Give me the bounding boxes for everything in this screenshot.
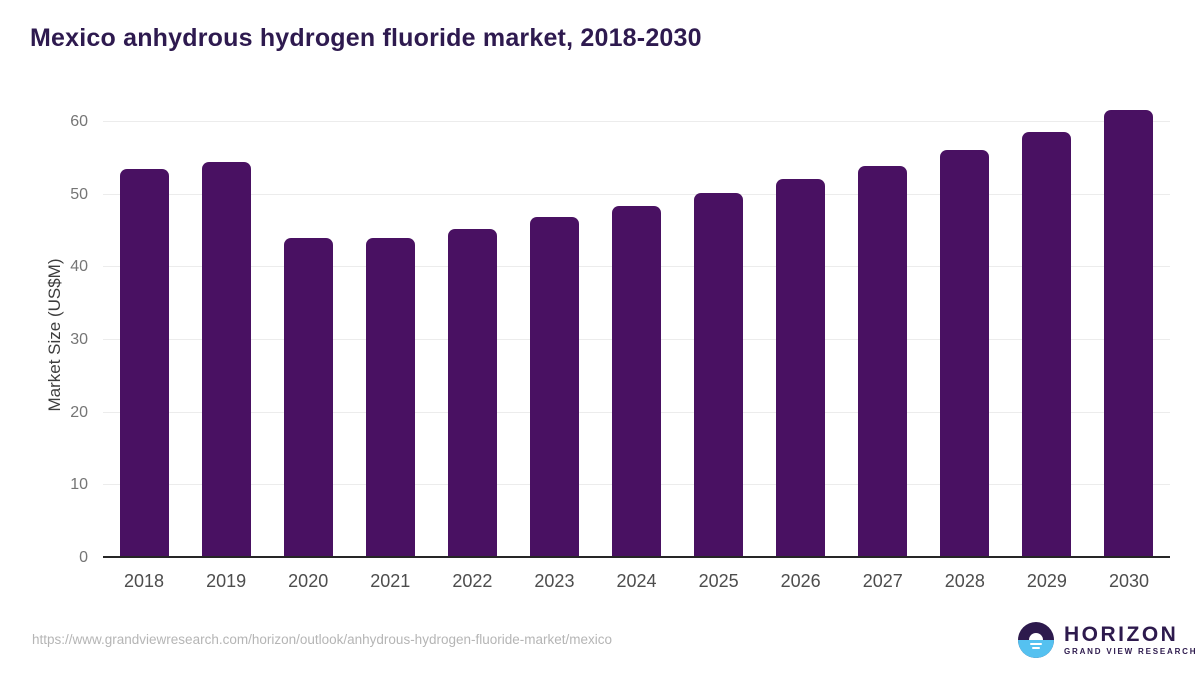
logo-subtitle: GRAND VIEW RESEARCH <box>1064 647 1198 656</box>
reflection-line-icon <box>1032 647 1040 649</box>
source-url: https://www.grandviewresearch.com/horizo… <box>32 632 613 647</box>
bar-slot-2020 <box>267 103 349 558</box>
bar-2020 <box>283 238 333 558</box>
x-tick-label-2020: 2020 <box>288 571 329 591</box>
x-axis-tick-labels: 2018 2019 2020 2021 2022 2023 2024 2025 2026 2027… <box>103 571 1170 592</box>
gridline-60 <box>103 121 1170 122</box>
bar-2030 <box>1104 110 1154 558</box>
x-axis-line <box>103 556 1170 558</box>
bar-slot-2022 <box>431 103 513 558</box>
y-tick-label-40: 40 <box>70 258 88 276</box>
x-tick-label-2027: 2027 <box>862 571 903 591</box>
sea-icon <box>1018 640 1054 658</box>
bar-slot-2029 <box>1006 103 1088 558</box>
chart-title: Mexico anhydrous hydrogen fluoride marke… <box>30 24 702 52</box>
bar-2025 <box>694 192 744 558</box>
bar-2026 <box>776 178 826 558</box>
horizon-logo-icon <box>1018 622 1054 658</box>
bar-slot-2023 <box>513 103 595 558</box>
bar-2029 <box>1022 132 1072 558</box>
x-tick-label-2029: 2029 <box>1026 571 1067 591</box>
x-tick-label-2022: 2022 <box>452 571 493 591</box>
bar-slot-2027 <box>842 103 924 558</box>
bar-slot-2025 <box>678 103 760 558</box>
x-tick-label-2019: 2019 <box>206 571 247 591</box>
y-tick-label-20: 20 <box>70 403 88 421</box>
horizon-logo: HORIZON GRAND VIEW RESEARCH <box>1018 622 1197 658</box>
y-tick-label-30: 30 <box>70 330 88 348</box>
x-tick-label-2018: 2018 <box>124 571 165 591</box>
y-tick-label-10: 10 <box>70 476 88 494</box>
bar-2018 <box>119 169 169 558</box>
bar-2024 <box>612 205 661 558</box>
bar-slot-2021 <box>349 103 431 558</box>
bar-series <box>103 103 1170 558</box>
bar-slot-2026 <box>760 103 842 558</box>
bar-slot-2030 <box>1088 103 1170 558</box>
x-tick-label-2023: 2023 <box>534 571 575 591</box>
reflection-line-icon <box>1030 643 1042 645</box>
x-tick-label-2026: 2026 <box>780 571 821 591</box>
bar-2022 <box>447 228 497 558</box>
x-tick-label-2030: 2030 <box>1108 571 1149 591</box>
y-tick-label-60: 60 <box>70 112 88 130</box>
bar-2021 <box>365 238 415 558</box>
x-tick-label-2028: 2028 <box>944 571 985 591</box>
plot-area <box>103 103 1170 558</box>
bar-slot-2024 <box>595 103 677 558</box>
logo-title: HORIZON <box>1064 623 1179 646</box>
bar-2027 <box>858 166 908 558</box>
x-tick-label-2025: 2025 <box>698 571 739 591</box>
x-tick-label-2021: 2021 <box>370 571 411 591</box>
bar-slot-2028 <box>924 103 1006 558</box>
bar-slot-2019 <box>185 103 267 558</box>
y-tick-label-50: 50 <box>70 185 88 203</box>
bar-2028 <box>940 150 990 558</box>
gridline-50 <box>103 193 1170 195</box>
horizon-logo-text: HORIZON GRAND VIEW RESEARCH <box>1064 624 1197 656</box>
y-tick-label-0: 0 <box>79 549 88 566</box>
bar-slot-2018 <box>103 103 185 558</box>
bar-2019 <box>201 161 251 558</box>
x-tick-label-2024: 2024 <box>616 571 657 591</box>
bar-2023 <box>529 217 579 558</box>
